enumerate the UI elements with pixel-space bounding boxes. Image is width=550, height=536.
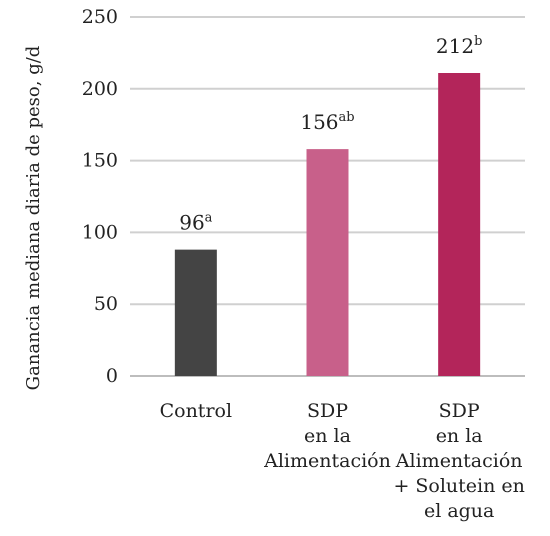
y-tick-label: 150 — [82, 150, 118, 172]
y-tick-label: 0 — [106, 365, 118, 387]
y-axis-label: Ganancia mediana diaria de peso, g/d — [23, 46, 44, 391]
y-tick-label: 100 — [82, 221, 118, 243]
bars — [174, 73, 481, 376]
category-label: SDP en la Alimentación — [263, 400, 391, 472]
category-label: SDP en la Alimentación + Solutein en el agua — [393, 400, 524, 522]
data-label: 96a — [179, 211, 212, 235]
data-label: 156ab — [300, 110, 354, 134]
data-labels: 96a 156ab 212b — [179, 34, 482, 235]
category-label: Control — [160, 400, 232, 422]
bar — [438, 73, 481, 376]
bar — [174, 249, 217, 376]
y-tick-label: 50 — [94, 293, 118, 315]
data-label: 212b — [436, 34, 483, 58]
y-tick-label: 250 — [82, 6, 118, 28]
y-tick-labels: 0 50 100 150 200 250 — [82, 6, 118, 387]
bar — [306, 149, 349, 376]
y-tick-label: 200 — [82, 78, 118, 100]
